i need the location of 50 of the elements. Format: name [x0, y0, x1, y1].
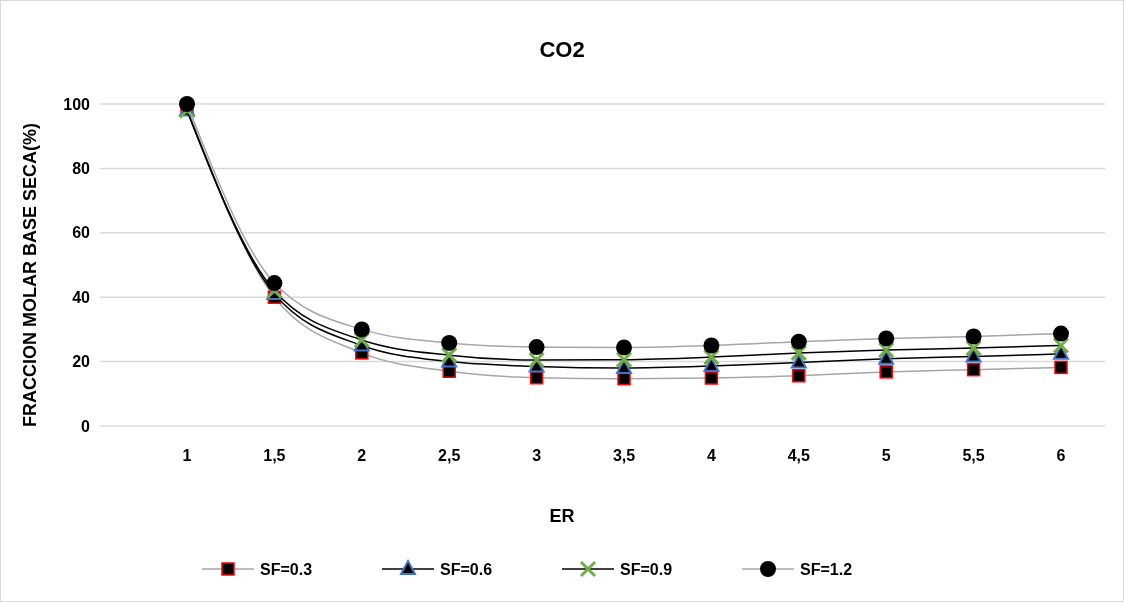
point [966, 362, 981, 377]
point [703, 337, 720, 354]
legend-label: SF=0.9 [620, 560, 673, 578]
point [528, 339, 545, 356]
point [792, 369, 806, 383]
point [790, 333, 807, 350]
point [616, 339, 632, 356]
point [877, 341, 895, 359]
point [266, 275, 283, 292]
y-tick-label: 40 [72, 288, 91, 306]
y-tick-label: 80 [72, 160, 91, 177]
x-tick-label: 3 [532, 447, 542, 464]
chart-title: CO2 [539, 37, 585, 62]
point [1053, 325, 1069, 342]
point [528, 351, 546, 369]
point [440, 346, 458, 364]
point [790, 353, 807, 369]
point [1054, 360, 1068, 375]
x-tick-label: 1 [182, 447, 192, 464]
point [353, 331, 371, 349]
legend-label: SF=1.2 [800, 560, 853, 578]
x-tick-label: 6 [1056, 447, 1066, 464]
legend-label: SF=0.3 [260, 560, 313, 578]
point [441, 334, 458, 351]
x-tick-label: 3,5 [612, 447, 636, 464]
point [703, 357, 720, 373]
x-tick-label: 2 [357, 447, 367, 464]
x-tick-label: 1,5 [263, 447, 286, 464]
point [702, 348, 720, 366]
y-tick-label: 0 [81, 417, 91, 435]
y-tick-label: 60 [72, 224, 91, 242]
point [879, 365, 893, 379]
y-axis-title: FRACCION MOLAR BASE SECA(%) [20, 123, 40, 427]
y-tick-label: 20 [72, 353, 91, 371]
point [615, 351, 633, 369]
legend-label: SF=0.6 [440, 560, 493, 578]
x-tick-label: 4 [706, 447, 716, 464]
point [353, 321, 370, 338]
x-tick-label: 5,5 [962, 447, 985, 464]
y-tick-label: 100 [63, 95, 91, 113]
point [965, 328, 982, 345]
x-axis-title: ER [549, 506, 575, 526]
point [965, 339, 983, 357]
x-tick-label: 5 [881, 447, 891, 464]
point [790, 344, 808, 362]
point [1052, 337, 1070, 354]
point [878, 330, 895, 347]
x-tick-label: 2,5 [438, 447, 461, 464]
point [704, 371, 719, 385]
x-tick-label: 4,5 [787, 447, 811, 464]
